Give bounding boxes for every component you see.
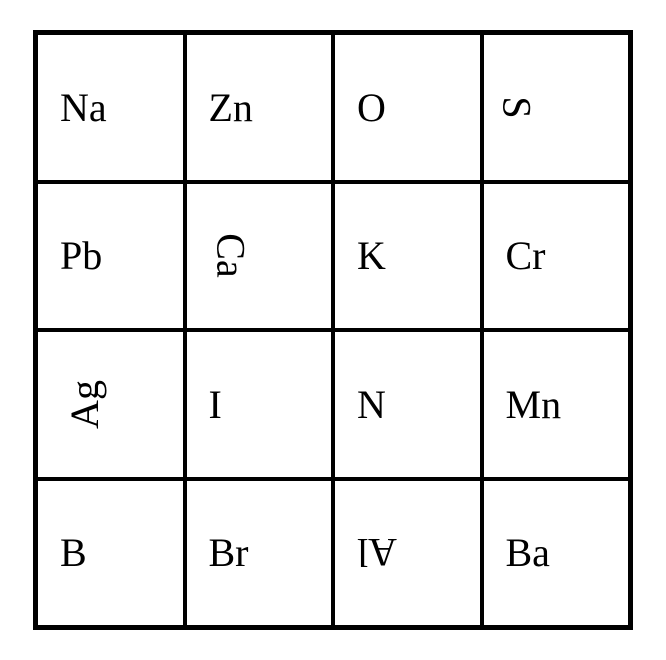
cell-label: Ba — [506, 529, 550, 576]
cell-label: Br — [209, 529, 249, 576]
grid-cell: Br — [185, 479, 334, 628]
cell-label: S — [493, 96, 540, 118]
grid-cell: Zn — [185, 33, 334, 182]
grid-cell: Al — [333, 479, 482, 628]
grid-cell: Na — [36, 33, 185, 182]
cell-label: Zn — [209, 84, 253, 131]
grid-cell: S — [482, 33, 631, 182]
cell-label: Ca — [207, 234, 254, 278]
cell-label: Na — [60, 84, 107, 131]
cell-label: K — [357, 232, 386, 279]
grid-cell: Ba — [482, 479, 631, 628]
grid-cell: K — [333, 182, 482, 331]
cell-label: Al — [357, 529, 397, 576]
cell-label: Ag — [61, 380, 108, 429]
grid-cell: Mn — [482, 330, 631, 479]
grid-cell: Ag — [36, 330, 185, 479]
cell-label: Mn — [506, 381, 562, 428]
grid-cell: Ca — [185, 182, 334, 331]
cell-label: Pb — [60, 232, 102, 279]
grid-cell: I — [185, 330, 334, 479]
cell-label: Cr — [506, 232, 546, 279]
cell-label: O — [357, 84, 386, 131]
grid-cell: B — [36, 479, 185, 628]
grid-cell: O — [333, 33, 482, 182]
grid-cell: N — [333, 330, 482, 479]
cell-label: B — [60, 529, 87, 576]
cell-label: N — [357, 381, 386, 428]
cell-label: I — [209, 381, 222, 428]
grid-cell: Pb — [36, 182, 185, 331]
element-grid: Na Zn O S Pb Ca K Cr Ag I N Mn B Br Al B… — [33, 30, 633, 630]
grid-cell: Cr — [482, 182, 631, 331]
